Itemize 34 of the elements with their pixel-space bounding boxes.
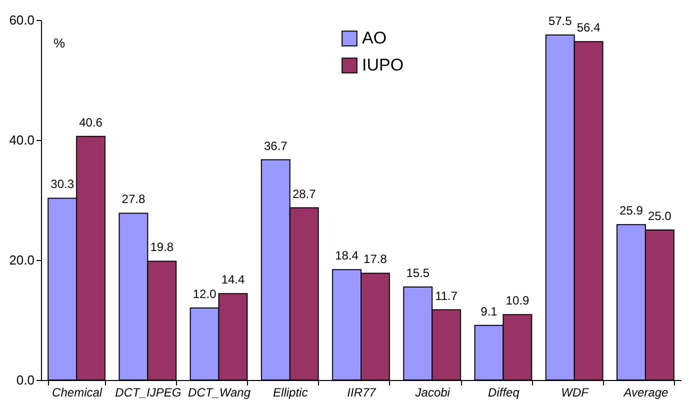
data-label: 18.4 <box>335 248 359 263</box>
x-tick-label: Average <box>622 386 669 400</box>
y-tick-label: 40.0 <box>9 132 34 148</box>
data-label: 25.9 <box>620 204 644 218</box>
x-tick-label: Jacobi <box>414 386 450 400</box>
data-label: 19.8 <box>150 240 174 254</box>
legend-label: AO <box>362 28 387 48</box>
data-label: 17.8 <box>364 252 388 266</box>
data-label: 25.0 <box>648 209 672 223</box>
data-label: 40.6 <box>79 115 103 130</box>
x-tick-label: WDF <box>561 386 590 400</box>
data-label: 56.4 <box>576 20 601 35</box>
data-label: 27.8 <box>122 192 146 206</box>
data-label: 36.7 <box>264 138 288 153</box>
y-axis-title: % <box>54 36 66 50</box>
x-tick-label: IIR77 <box>347 386 378 400</box>
data-label: 30.3 <box>50 177 74 192</box>
x-tick-label: DCT_Wang <box>188 386 251 400</box>
data-label: 10.9 <box>506 294 530 308</box>
data-label: 57.5 <box>548 14 572 28</box>
y-tick-label: 0.0 <box>16 372 34 388</box>
data-label: 9.1 <box>480 304 498 318</box>
data-label: 11.7 <box>435 288 458 303</box>
data-label: 14.4 <box>221 272 245 287</box>
y-tick-label: 20.0 <box>9 252 34 268</box>
x-tick-label: Diffeq <box>488 386 520 400</box>
legend-label: IUPO <box>362 56 404 74</box>
y-tick-label: 60.0 <box>9 12 34 28</box>
x-tick-label: DCT_IJPEG <box>115 386 182 400</box>
x-tick-label: Elliptic <box>273 386 308 400</box>
data-label: 12.0 <box>192 287 217 301</box>
data-label: 15.5 <box>406 266 430 280</box>
x-tick-label: Chemical <box>52 386 102 400</box>
data-label: 28.7 <box>292 186 316 201</box>
